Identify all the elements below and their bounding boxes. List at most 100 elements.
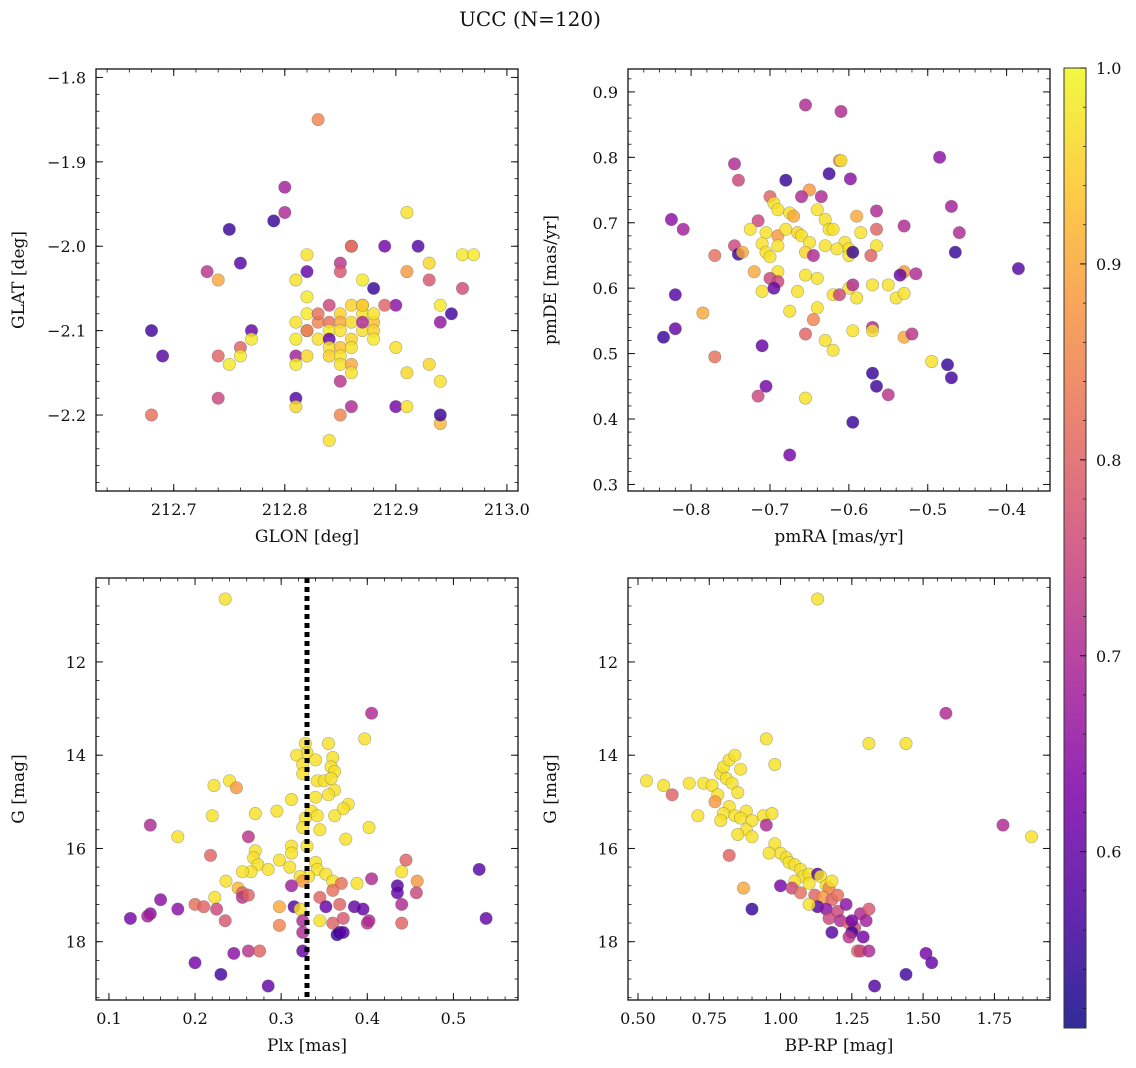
data-point [850,291,864,305]
panel-plx-g: 0.1 0.2 0.3 0.4 0.5 12 14 16 18 Plx [mas] G [mag] [9,577,519,1056]
data-point [378,298,392,312]
data-point [897,286,911,300]
data-point [389,400,403,414]
data-point [865,324,879,338]
data-point [300,265,314,279]
y-tick-label: 0.7 [593,214,618,233]
data-point [859,914,873,928]
data-point [845,914,859,928]
y-tick-label: 16 [598,839,618,858]
data-point [791,284,805,298]
x-tick-label: 212.9 [373,500,419,519]
data-point [293,902,307,916]
data-point [798,268,812,282]
data-point [854,226,868,240]
panel-glon-glat: 212.7 212.8 212.9 213.0 −2.2 −2.1 −2.0 −1.9 −1.8… [9,68,530,547]
data-point [759,226,773,240]
data-point [171,830,185,844]
x-tick-label: 1.00 [763,1009,799,1028]
y-tick-label: 12 [66,653,86,672]
x-tick-label: 0.5 [441,1009,466,1028]
x-tick-label: 212.7 [151,500,197,519]
data-point [322,433,336,447]
data-point [336,911,350,925]
data-point [300,248,314,262]
data-point [846,245,860,259]
y-axis-label: pmDE [mas/yr] [541,215,561,345]
x-tick-label: −0.4 [987,500,1026,519]
data-point [834,154,848,168]
data-point [344,400,358,414]
colorbar-tick-label: 0.8 [1096,451,1121,470]
data-point [905,327,919,341]
data-point [378,239,392,253]
data-point [862,944,876,958]
data-point [839,897,853,911]
data-point [311,307,325,321]
data-point [289,357,303,371]
data-point [751,389,765,403]
data-point [309,753,323,767]
data-point [283,860,297,874]
data-point [899,967,913,981]
data-point [123,911,137,925]
data-point [762,846,776,860]
data-point [400,400,414,414]
plot-area [96,69,518,491]
colorbar-tick-label: 0.6 [1096,843,1121,862]
y-tick-label: −1.9 [47,153,86,172]
y-tick-label: 0.5 [593,345,618,364]
data-point [272,853,286,867]
data-point [664,213,678,227]
x-tick-label: 0.4 [355,1009,380,1028]
data-point [755,339,769,353]
data-point [319,900,333,914]
data-point [734,762,748,776]
data-point [344,315,358,329]
data-point [768,837,782,851]
data-point [743,222,757,236]
data-point [755,284,769,298]
data-point [830,242,844,256]
data-point [336,925,350,939]
data-point [272,900,286,914]
data-point [834,105,848,119]
data-point [222,222,236,236]
data-point [235,865,249,879]
data-point [735,245,749,259]
data-point [810,203,824,217]
axes-frame [627,577,1051,1001]
data-point [433,315,447,329]
data-point [326,883,340,897]
data-point [657,778,671,792]
x-tick-label: −0.6 [829,500,868,519]
data-point [350,876,364,890]
data-point [479,911,493,925]
y-tick-label: 0.9 [593,83,618,102]
y-tick-label: 18 [66,933,86,952]
x-axis-label: Plx [mas] [267,1036,347,1056]
panel-pmra-pmde: −0.8 −0.7 −0.6 −0.5 −0.4 0.3 0.4 0.5 0.6 0.7 0.8 0.… [541,68,1051,547]
data-point [691,809,705,823]
data-point [1011,262,1025,276]
data-point [779,173,793,187]
data-point [798,98,812,112]
plot-area [628,69,1050,491]
data-point [952,226,966,240]
data-point [842,930,856,944]
data-point [665,788,679,802]
data-point [783,304,797,318]
data-point [745,902,759,916]
data-point [409,886,423,900]
data-point [811,592,825,606]
axes-frame [95,577,519,1001]
x-tick-label: 0.1 [96,1009,121,1028]
data-point [806,249,820,263]
data-point [771,203,785,217]
data-point [344,298,358,312]
data-point [745,813,759,827]
data-point [433,374,447,388]
data-point [708,350,722,364]
data-point [222,357,236,371]
data-point [367,307,381,321]
